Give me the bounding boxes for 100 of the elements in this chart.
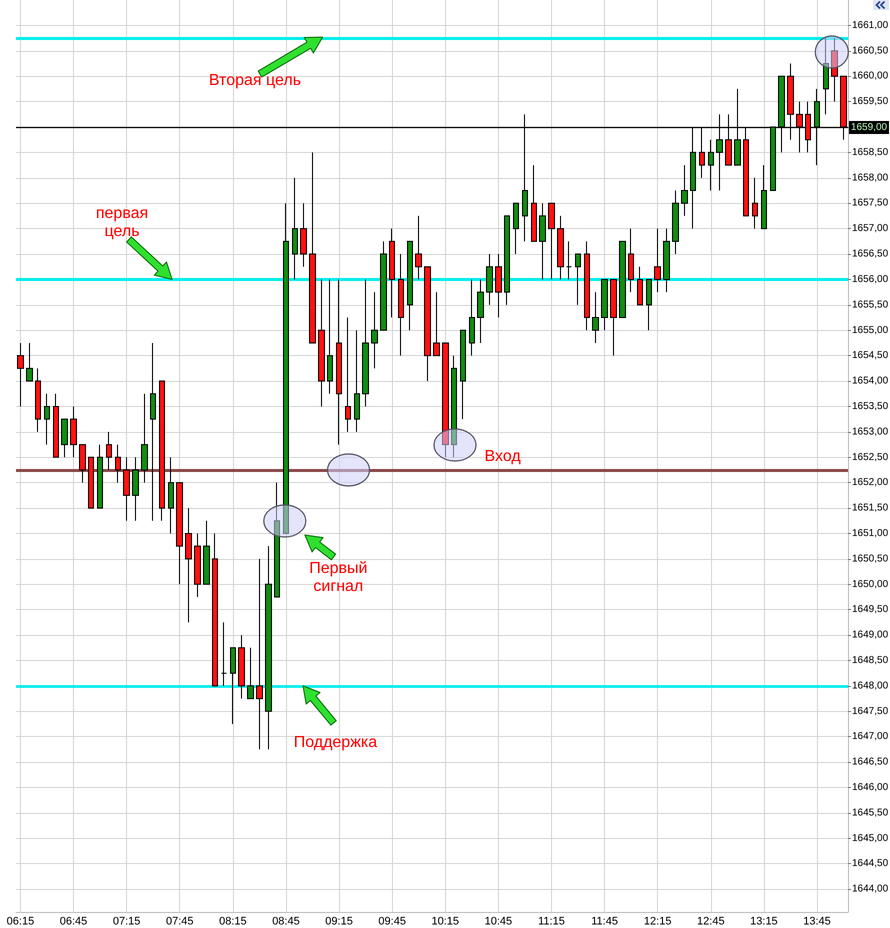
candlestick: [654, 228, 661, 293]
candlestick: [601, 278, 608, 331]
ref-line-label: 1659,00: [849, 120, 889, 134]
y-tick-label: 1647,50: [852, 706, 889, 717]
y-tick-label: 1651,00: [852, 528, 889, 539]
y-tick-label: 1647,00: [852, 731, 889, 742]
y-tick-label: 1653,50: [852, 400, 889, 412]
candlestick: [79, 444, 86, 484]
candlestick: [300, 202, 307, 268]
candlestick: [610, 278, 617, 356]
candlestick: [194, 532, 201, 598]
x-tick-label: 08:15: [219, 916, 247, 928]
candlestick: [628, 228, 634, 293]
candlestick: [230, 647, 236, 725]
candlestick: [380, 240, 387, 331]
x-tick-label: 07:15: [112, 916, 140, 928]
y-tick-label: 1657,00: [852, 223, 889, 234]
candlestick: [221, 622, 227, 686]
y-tick-label: 1655,50: [852, 299, 889, 310]
candlestick: [592, 292, 599, 344]
ref-line-label: Поддержка: [292, 734, 378, 752]
ref-line-label: первая цель: [94, 205, 150, 242]
candlestick: [203, 520, 210, 585]
y-tick-label: 1645,50: [852, 807, 889, 818]
candlestick: [752, 177, 758, 230]
candlestick: [708, 139, 714, 192]
candlestick: [398, 254, 404, 356]
candlestick: [115, 444, 121, 484]
candlestick: [539, 202, 546, 280]
candlestick: [761, 164, 767, 230]
x-tick-label: 12:15: [644, 916, 672, 928]
candlestick: [70, 406, 77, 458]
candlestick: [681, 164, 688, 216]
candlestick: [327, 278, 333, 394]
candlestick: [97, 444, 103, 509]
candlestick: [504, 215, 510, 306]
candlestick: [159, 380, 165, 522]
candlestick: [106, 431, 112, 470]
candlestick: [433, 292, 440, 356]
y-tick-label: 1658,50: [852, 146, 889, 158]
y-tick-label: 1651,50: [852, 502, 889, 514]
y-tick-label: 1654,50: [852, 350, 889, 362]
candlestick: [354, 330, 360, 432]
candlestick: [477, 278, 484, 344]
y-tick-label: 1646,50: [852, 756, 889, 768]
y-tick-label: 1656,00: [852, 274, 889, 285]
candlestick: [637, 266, 643, 306]
x-tick-label: 06:45: [60, 916, 88, 928]
candlestick: [646, 278, 652, 331]
candlestick: [548, 202, 555, 280]
candlestick: [185, 508, 192, 623]
candlestick: [513, 202, 519, 255]
y-tick-label: 1661,00: [852, 20, 889, 31]
x-tick-label: 06:15: [6, 916, 34, 928]
candlestick: [318, 278, 325, 407]
x-tick-label: 09:45: [378, 916, 406, 928]
y-tick-label: 1648,50: [852, 655, 889, 666]
candlestick: [362, 278, 369, 407]
x-tick-label: 08:45: [272, 916, 300, 928]
y-tick-label: 1644,50: [852, 858, 889, 870]
candlestick: [265, 546, 272, 750]
candlestick: [44, 393, 50, 446]
candlestick: [345, 317, 351, 432]
candlestick: [424, 266, 431, 382]
candlestick: [486, 254, 493, 306]
y-tick-label: 1652,50: [852, 452, 889, 463]
x-tick-label: 11:45: [591, 916, 618, 928]
y-tick-label: 1656,50: [852, 248, 889, 260]
candlestick: [123, 456, 130, 522]
candlestick: [247, 647, 254, 700]
y-tick-label: 1660,00: [852, 70, 889, 82]
x-tick-label: 13:15: [750, 916, 778, 928]
candlestick: [176, 482, 183, 585]
y-tick-label: 1650,00: [852, 578, 889, 590]
y-tick-label: 1658,00: [852, 172, 889, 184]
y-tick-label: 1660,50: [852, 45, 889, 56]
y-tick-label: 1650,50: [852, 553, 889, 564]
candlestick: [309, 152, 316, 344]
candlestick: [61, 418, 68, 458]
y-tick-label: 1657,50: [852, 198, 889, 209]
candlestick: [469, 278, 475, 356]
x-tick-label: 10:15: [432, 916, 460, 928]
candlestick: [584, 240, 590, 331]
y-tick-label: 1646,00: [852, 782, 889, 794]
y-tick-label: 1649,50: [852, 604, 889, 616]
y-tick-label: 1649,00: [852, 630, 889, 641]
x-tick-label: 12:45: [697, 916, 725, 928]
candlestick: [389, 228, 395, 318]
x-tick-label: 13:45: [803, 916, 831, 928]
candlestick: [415, 215, 422, 280]
y-tick-label: 1648,00: [852, 680, 889, 692]
candlestick: [531, 164, 537, 242]
y-tick-label: 1652,00: [852, 477, 889, 488]
candlestick: [460, 330, 466, 420]
candlestick: [168, 456, 174, 534]
x-tick-label: 09:15: [325, 916, 353, 928]
candlestick: [407, 240, 413, 331]
candlestick: [663, 228, 670, 293]
y-tick-label: 1645,00: [852, 832, 889, 844]
ref-line-label: Вход: [484, 448, 522, 466]
